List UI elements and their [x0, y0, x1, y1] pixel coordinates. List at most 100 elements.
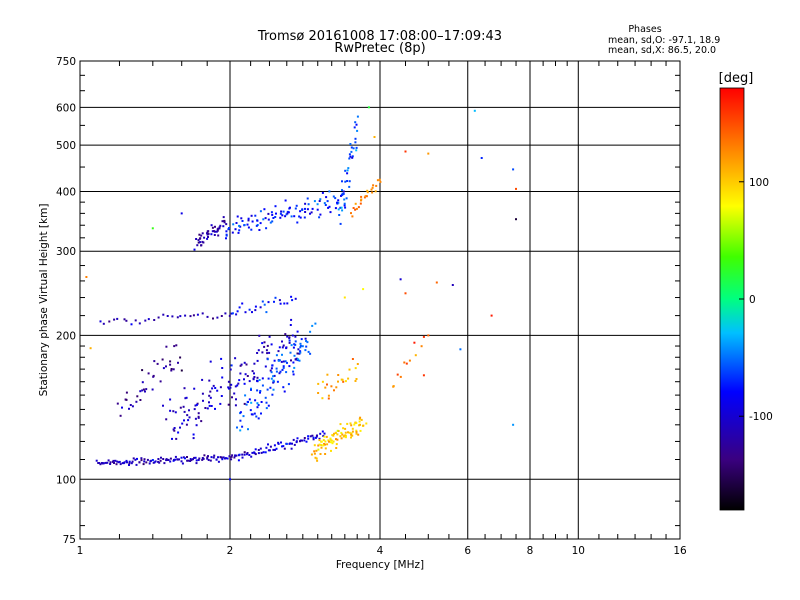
data-point	[318, 443, 321, 446]
data-point	[256, 352, 259, 354]
data-point	[135, 463, 138, 466]
data-point	[216, 228, 219, 231]
data-point	[304, 207, 306, 210]
data-point	[282, 386, 285, 389]
data-point	[192, 433, 195, 436]
x-tick-label: 2	[227, 545, 234, 557]
data-point	[328, 440, 331, 443]
data-point	[256, 376, 259, 379]
data-point	[254, 448, 257, 451]
data-point	[336, 429, 339, 432]
data-point	[262, 218, 265, 221]
colorbar-label: [deg]	[719, 71, 754, 86]
data-point	[256, 219, 259, 222]
plot-frame	[79, 60, 681, 540]
data-point	[239, 225, 242, 228]
data-point	[413, 341, 416, 344]
data-point	[259, 222, 262, 225]
data-point	[210, 456, 213, 459]
data-point	[209, 396, 212, 399]
data-point	[267, 443, 269, 446]
data-point	[85, 276, 88, 278]
data-point	[206, 232, 209, 235]
data-point	[177, 431, 180, 434]
data-point	[351, 215, 354, 218]
data-point	[169, 398, 172, 401]
data-point	[362, 288, 365, 291]
data-point	[316, 459, 319, 462]
data-point	[135, 400, 138, 403]
data-point	[158, 461, 161, 464]
data-point	[317, 382, 320, 385]
data-point	[169, 460, 172, 463]
data-point	[170, 368, 173, 370]
data-point	[379, 180, 382, 183]
data-point	[408, 359, 411, 362]
data-point	[136, 457, 138, 460]
data-point	[144, 319, 147, 322]
data-point	[221, 458, 224, 461]
data-point	[293, 366, 296, 369]
y-tick-label: 200	[56, 330, 76, 342]
data-point	[258, 334, 261, 337]
data-point	[251, 451, 254, 454]
data-point	[342, 192, 345, 195]
data-point	[292, 438, 295, 441]
data-point	[348, 368, 351, 371]
x-tick-label: 4	[377, 545, 384, 557]
data-point	[213, 234, 216, 236]
data-point	[131, 405, 134, 408]
data-point	[327, 394, 330, 397]
data-point	[223, 221, 226, 224]
data-point	[214, 225, 216, 228]
data-point	[349, 155, 352, 158]
data-point	[362, 424, 365, 427]
data-point	[161, 358, 164, 361]
data-point	[256, 402, 259, 405]
data-point	[222, 216, 225, 219]
data-point	[243, 402, 246, 405]
data-point	[214, 407, 216, 410]
data-point	[194, 417, 197, 420]
data-point	[220, 357, 223, 360]
data-point	[316, 208, 319, 211]
data-point	[209, 390, 212, 393]
data-point	[250, 228, 253, 231]
data-point	[299, 350, 302, 353]
data-point	[337, 201, 340, 204]
data-point	[275, 354, 278, 357]
data-point	[221, 376, 224, 379]
data-point	[201, 232, 204, 235]
data-point	[221, 220, 224, 223]
data-point	[238, 229, 241, 232]
data-point	[326, 383, 328, 386]
data-point	[311, 207, 314, 210]
data-point	[95, 459, 98, 462]
data-point	[220, 315, 223, 317]
data-point	[139, 399, 142, 401]
data-point	[254, 399, 257, 402]
data-point	[209, 360, 212, 363]
data-point	[109, 463, 112, 465]
data-point	[234, 357, 237, 360]
data-point	[403, 361, 406, 364]
data-point	[267, 377, 270, 380]
data-point	[186, 456, 188, 458]
data-point	[263, 341, 266, 344]
data-point	[162, 404, 164, 407]
data-point	[355, 207, 358, 210]
data-point	[190, 459, 193, 462]
data-point	[254, 214, 257, 217]
data-point	[117, 461, 120, 464]
data-point	[265, 407, 268, 410]
data-point	[277, 350, 280, 353]
data-point	[337, 380, 339, 383]
data-point	[248, 380, 251, 383]
data-point	[317, 392, 320, 394]
data-point	[173, 427, 176, 429]
data-point	[179, 356, 182, 359]
data-point	[341, 378, 344, 381]
data-point	[272, 217, 275, 219]
data-point	[371, 186, 374, 189]
data-point	[124, 398, 127, 401]
